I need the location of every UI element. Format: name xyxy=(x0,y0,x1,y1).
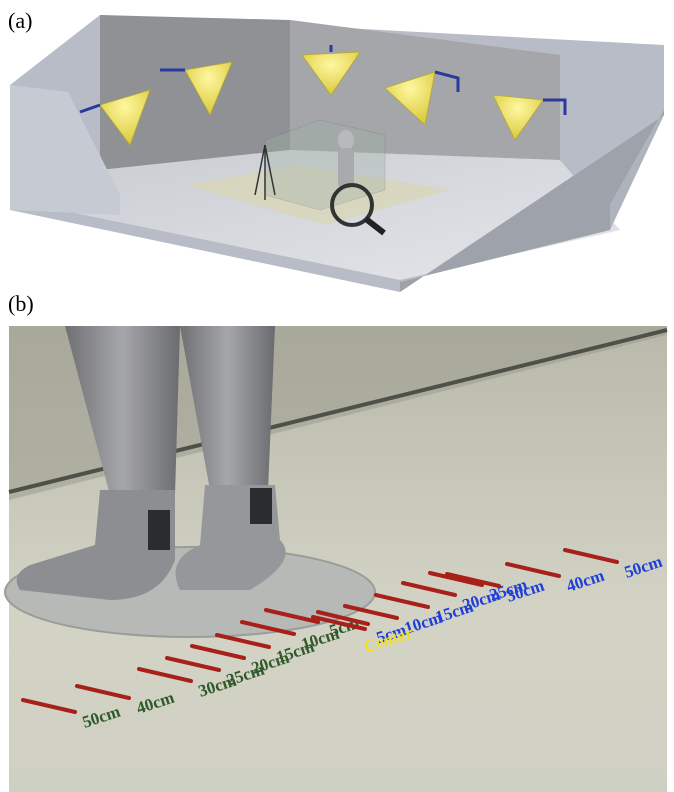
marker-bar xyxy=(316,610,370,626)
marker-bar xyxy=(401,581,457,597)
marker-bar xyxy=(343,604,399,620)
marker-bar xyxy=(165,656,221,672)
marker-bar xyxy=(240,620,296,636)
marker-bar xyxy=(563,548,619,564)
closeup-render xyxy=(4,326,668,792)
marker-bar xyxy=(21,698,77,714)
marker-bar xyxy=(505,562,561,578)
room-render xyxy=(10,15,664,292)
marker-bar xyxy=(374,593,430,609)
marker-bar xyxy=(137,667,193,683)
marker-bar xyxy=(428,571,484,587)
marker-bar xyxy=(75,684,131,700)
marker-bar xyxy=(264,608,320,624)
marker-bar xyxy=(445,572,501,588)
marker-bar xyxy=(190,644,246,660)
panel-label: (b) xyxy=(8,291,34,316)
marker-bar xyxy=(215,633,271,649)
marker-bar xyxy=(311,615,367,631)
panel-label: (a) xyxy=(8,8,32,33)
